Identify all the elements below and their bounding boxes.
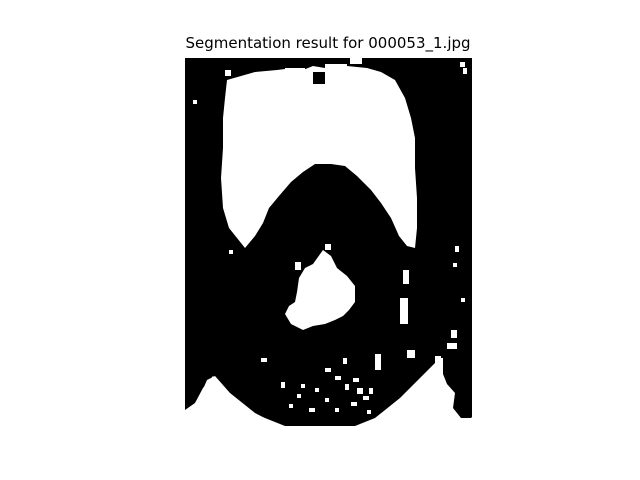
speckle bbox=[309, 408, 315, 412]
speckle bbox=[301, 384, 305, 388]
blob-bit-1 bbox=[295, 262, 301, 270]
speckle bbox=[369, 388, 373, 394]
speckle bbox=[335, 408, 339, 412]
speckle bbox=[351, 402, 357, 406]
bottom-right-white bbox=[355, 358, 472, 426]
speckle bbox=[297, 394, 301, 398]
top-left-chip bbox=[225, 70, 231, 76]
speckle bbox=[281, 382, 285, 388]
right-white-bar-2 bbox=[403, 270, 409, 284]
lower-right-speckle bbox=[375, 354, 381, 370]
left-notch bbox=[229, 250, 233, 254]
upper-white-region bbox=[221, 66, 417, 248]
speckle bbox=[325, 368, 331, 372]
figure-title: Segmentation result for 000053_1.jpg bbox=[185, 34, 471, 52]
speckle bbox=[335, 376, 341, 380]
right-speckle-1 bbox=[407, 350, 415, 358]
speckle bbox=[289, 404, 293, 408]
lower-right-black-blob bbox=[443, 354, 471, 418]
speckle bbox=[363, 396, 369, 400]
speckle bbox=[343, 358, 347, 364]
speckle bbox=[315, 388, 319, 392]
top-notch-white-1 bbox=[285, 68, 305, 76]
speckle bbox=[261, 358, 267, 362]
top-notch-white-2 bbox=[325, 64, 347, 70]
speckle bbox=[345, 384, 349, 390]
segmentation-mask-svg bbox=[185, 58, 472, 426]
blob-bit-2 bbox=[325, 244, 331, 250]
lower-speckle-group bbox=[261, 358, 373, 414]
right-edge-dot-3 bbox=[461, 298, 465, 302]
speckle bbox=[367, 410, 371, 414]
segmentation-mask-image bbox=[185, 58, 472, 426]
top-right-chip-1 bbox=[460, 62, 465, 67]
right-edge-dot-2 bbox=[453, 263, 457, 267]
right-edge-dot-4 bbox=[451, 330, 457, 338]
bottom-left-corner bbox=[185, 376, 280, 426]
speckle bbox=[357, 388, 363, 394]
right-white-bar bbox=[400, 298, 408, 324]
speckle bbox=[353, 378, 359, 382]
top-notch-black bbox=[313, 72, 325, 84]
right-edge-dot-5 bbox=[447, 343, 457, 349]
left-dot bbox=[193, 100, 197, 104]
speckle bbox=[325, 398, 329, 402]
right-speckle-2 bbox=[435, 356, 441, 366]
top-white-chip bbox=[350, 58, 362, 64]
right-edge-dot-1 bbox=[455, 246, 459, 252]
central-white-blob bbox=[285, 250, 355, 330]
top-right-chip-2 bbox=[463, 68, 467, 74]
